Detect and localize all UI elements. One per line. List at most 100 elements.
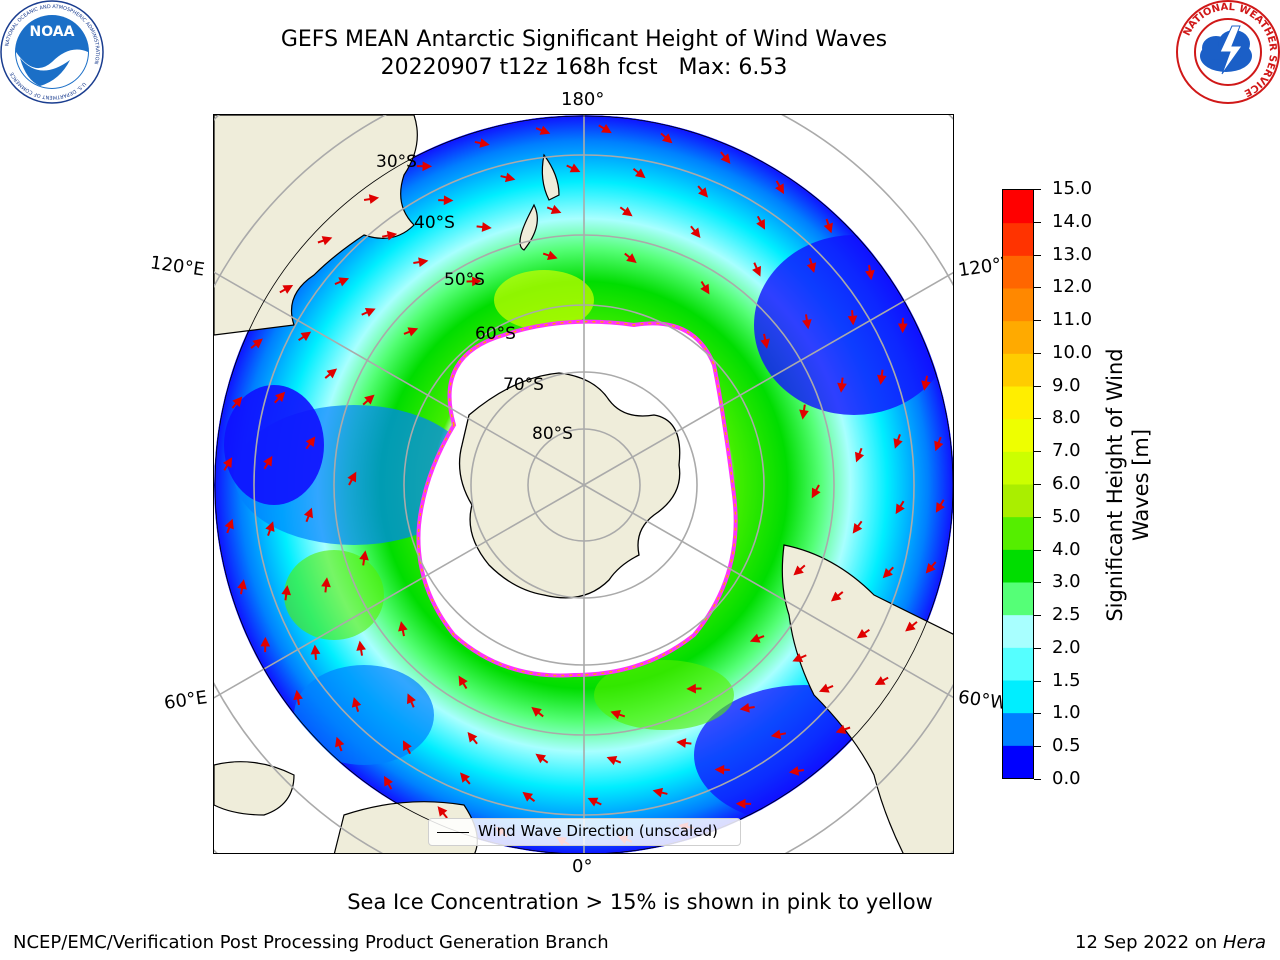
colorbar-tick-label: 0.5 (1052, 735, 1081, 757)
wave-direction-arrowhead (459, 772, 470, 783)
noaa-logo-text: NOAA (30, 24, 75, 40)
colorbar-band (1003, 190, 1033, 224)
colorbar-band (1003, 255, 1033, 289)
date-stamp: 12 Sep 2022 on Hera (1075, 932, 1266, 953)
wave-direction-arrowhead (263, 455, 273, 467)
wave-direction-arrowhead (837, 382, 847, 393)
colorbar-tick-label: 0.0 (1052, 768, 1081, 789)
wave-direction-arrowhead (852, 522, 863, 534)
colorbar-tick-label: 14.0 (1052, 210, 1093, 232)
map-plot-area (213, 114, 954, 854)
wave-direction-arrowhead (635, 168, 646, 179)
wave-direction-arrowhead (467, 731, 478, 743)
wave-direction-arrowhead (310, 644, 321, 655)
sea-ice-note: Sea Ice Concentration > 15% is shown in … (347, 890, 933, 914)
wave-direction-arrowhead (823, 222, 833, 234)
colorbar-tick-label: 3.0 (1052, 571, 1081, 593)
colorbar-tick-mark (1034, 189, 1041, 190)
lat-label-50s: 50°S (444, 270, 485, 290)
wave-direction-arrowhead (321, 577, 331, 588)
colorbar-band (1003, 353, 1033, 387)
wave-direction-arrowhead (686, 683, 696, 694)
colorbar-band (1003, 549, 1033, 583)
wave-direction-arrowhead (756, 218, 766, 230)
wave-direction-arrowhead (443, 195, 454, 206)
wave-direction-arrowhead (874, 676, 886, 685)
wave-direction-arrowhead (305, 436, 316, 448)
wind-wave-direction-arrows (223, 124, 945, 846)
colorbar-tick-mark (1034, 713, 1041, 715)
colorbar-tick-mark (1034, 615, 1041, 617)
wave-direction-arrowhead (281, 585, 292, 596)
wave-direction-arrowhead (437, 806, 448, 817)
colorbar-tick-label: 4.0 (1052, 538, 1081, 560)
graticule (214, 115, 953, 853)
wave-direction-arrowhead (407, 327, 419, 337)
wave-direction-arrowhead (422, 161, 433, 172)
colorbar-tick-label: 2.0 (1052, 636, 1081, 658)
colorbar-band (1003, 647, 1033, 681)
wave-direction-arrowhead (321, 236, 333, 246)
wave-direction-arrowhead (260, 636, 271, 647)
wave-direction-arrowhead (698, 187, 709, 198)
colorbar-band (1003, 288, 1033, 322)
wave-direction-arrowhead (398, 621, 408, 632)
wave-direction-arrowhead (865, 269, 875, 281)
wave-direction-arrowhead (876, 374, 887, 385)
colorbar-tick-label: 7.0 (1052, 440, 1081, 462)
colorbar-label-line1: Significant Height of Wind (1103, 348, 1127, 622)
wave-direction-arrowhead (364, 394, 375, 405)
wave-direction-arrowhead (472, 276, 482, 287)
colorbar-band (1003, 582, 1033, 616)
wave-direction-arrowhead (925, 563, 936, 574)
map-legend: Wind Wave Direction (unscaled) (428, 818, 741, 846)
colorbar-band (1003, 320, 1033, 354)
wave-direction-arrowhead (338, 277, 350, 287)
colorbar-tick-mark (1034, 484, 1041, 485)
colorbar-tick-label: 5.0 (1052, 505, 1081, 527)
wave-direction-arrowhead (799, 409, 809, 420)
colorbar-tick-label: 6.0 (1052, 473, 1081, 494)
colorbar-tick-mark (1034, 779, 1041, 780)
colorbar-band (1003, 712, 1033, 746)
wave-direction-arrowhead (368, 194, 380, 204)
colorbar-tick-mark (1034, 680, 1041, 682)
colorbar-band (1003, 745, 1033, 778)
colorbar-tick-mark (1034, 647, 1041, 649)
wave-direction-arrowhead (714, 764, 725, 775)
wave-direction-arrowhead (418, 257, 429, 267)
wave-direction-arrowhead (792, 653, 804, 662)
wave-direction-arrowhead (303, 507, 313, 519)
wave-direction-arrowhead (359, 550, 369, 561)
lon-label-0: 0° (572, 856, 593, 877)
colorbar-band (1003, 418, 1033, 452)
wave-direction-arrowhead (223, 457, 233, 468)
colorbar-band (1003, 451, 1033, 485)
wave-direction-arrowhead (856, 628, 868, 639)
wave-direction-arrowhead (481, 222, 492, 232)
lat-label-30s: 30°S (376, 152, 417, 172)
wave-direction-arrowhead (356, 640, 366, 651)
colorbar-tick-label: 13.0 (1052, 243, 1093, 265)
chart-title: GEFS MEAN Antarctic Significant Height o… (280, 27, 888, 52)
wave-direction-arrowhead (621, 206, 633, 217)
colorbar-tick-mark (1034, 320, 1041, 322)
wave-direction-arrowhead (569, 163, 581, 173)
colorbar-tick-label: 10.0 (1052, 341, 1093, 363)
colorbar-tick-mark (1034, 549, 1041, 551)
colorbar-tick-label: 9.0 (1052, 374, 1081, 396)
wave-direction-arrowhead (802, 319, 812, 330)
wave-direction-arrowhead (788, 766, 800, 776)
wave-direction-arrowhead (386, 230, 398, 241)
wave-direction-arrowhead (504, 172, 516, 183)
colorbar-band (1003, 680, 1033, 714)
colorbar-band (1003, 516, 1033, 550)
lon-label-60e: 60°E (162, 687, 209, 714)
colorbar-tick-mark (1034, 746, 1041, 748)
wave-direction-arrowhead (610, 710, 622, 720)
lat-label-80s: 80°S (532, 424, 573, 444)
wave-direction-arrowhead (232, 396, 243, 407)
colorbar-band (1003, 386, 1033, 420)
wave-direction-arrowhead (626, 253, 637, 264)
colorbar-tick-mark (1034, 287, 1041, 289)
